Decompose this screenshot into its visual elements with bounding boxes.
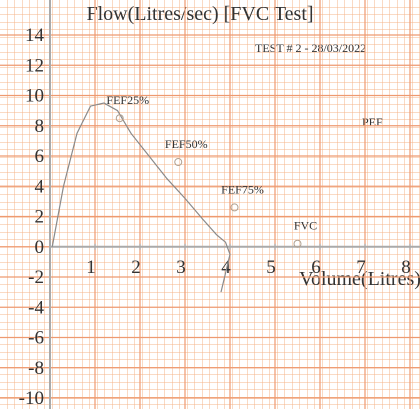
marker bbox=[115, 114, 124, 123]
flow-curve bbox=[51, 102, 231, 293]
x-tick-label: 8 bbox=[401, 257, 411, 278]
y-tick-label: 12 bbox=[25, 55, 44, 76]
y-tick-label: 14 bbox=[25, 25, 45, 46]
marker bbox=[174, 158, 183, 167]
y-tick-label: 0 bbox=[35, 237, 45, 258]
marker-label: FEF75% bbox=[221, 182, 264, 196]
x-tick-label: 2 bbox=[131, 257, 141, 278]
x-tick-label: 5 bbox=[266, 257, 276, 278]
y-tick-label: -4 bbox=[28, 297, 44, 318]
y-tick-label: -8 bbox=[28, 358, 44, 379]
x-tick-label: 7 bbox=[356, 257, 366, 278]
x-axis-label: Volume(Litres) bbox=[299, 268, 420, 290]
y-tick-label: -2 bbox=[28, 267, 44, 288]
marker bbox=[293, 239, 302, 248]
y-tick-label: 10 bbox=[25, 86, 44, 107]
x-tick-label: 3 bbox=[176, 257, 186, 278]
test-label: TEST # 2 - 28/03/2022 bbox=[255, 41, 366, 55]
marker-label: FEF50% bbox=[165, 137, 208, 151]
y-tick-label: 2 bbox=[35, 207, 45, 228]
marker bbox=[230, 203, 239, 212]
y-tick-label: -6 bbox=[28, 328, 44, 349]
x-tick-label: 4 bbox=[221, 257, 231, 278]
marker-label: FEF25% bbox=[106, 93, 149, 107]
y-tick-label: -10 bbox=[19, 388, 44, 409]
chart-title: Flow(Litres/sec) [FVC Test] bbox=[86, 3, 313, 25]
x-tick-label: 6 bbox=[311, 257, 321, 278]
marker-label: FVC bbox=[294, 219, 317, 233]
y-tick-label: 8 bbox=[35, 116, 45, 137]
y-tick-label: 4 bbox=[35, 176, 45, 197]
x-tick-label: 1 bbox=[86, 257, 96, 278]
y-tick-label: 6 bbox=[35, 146, 45, 167]
